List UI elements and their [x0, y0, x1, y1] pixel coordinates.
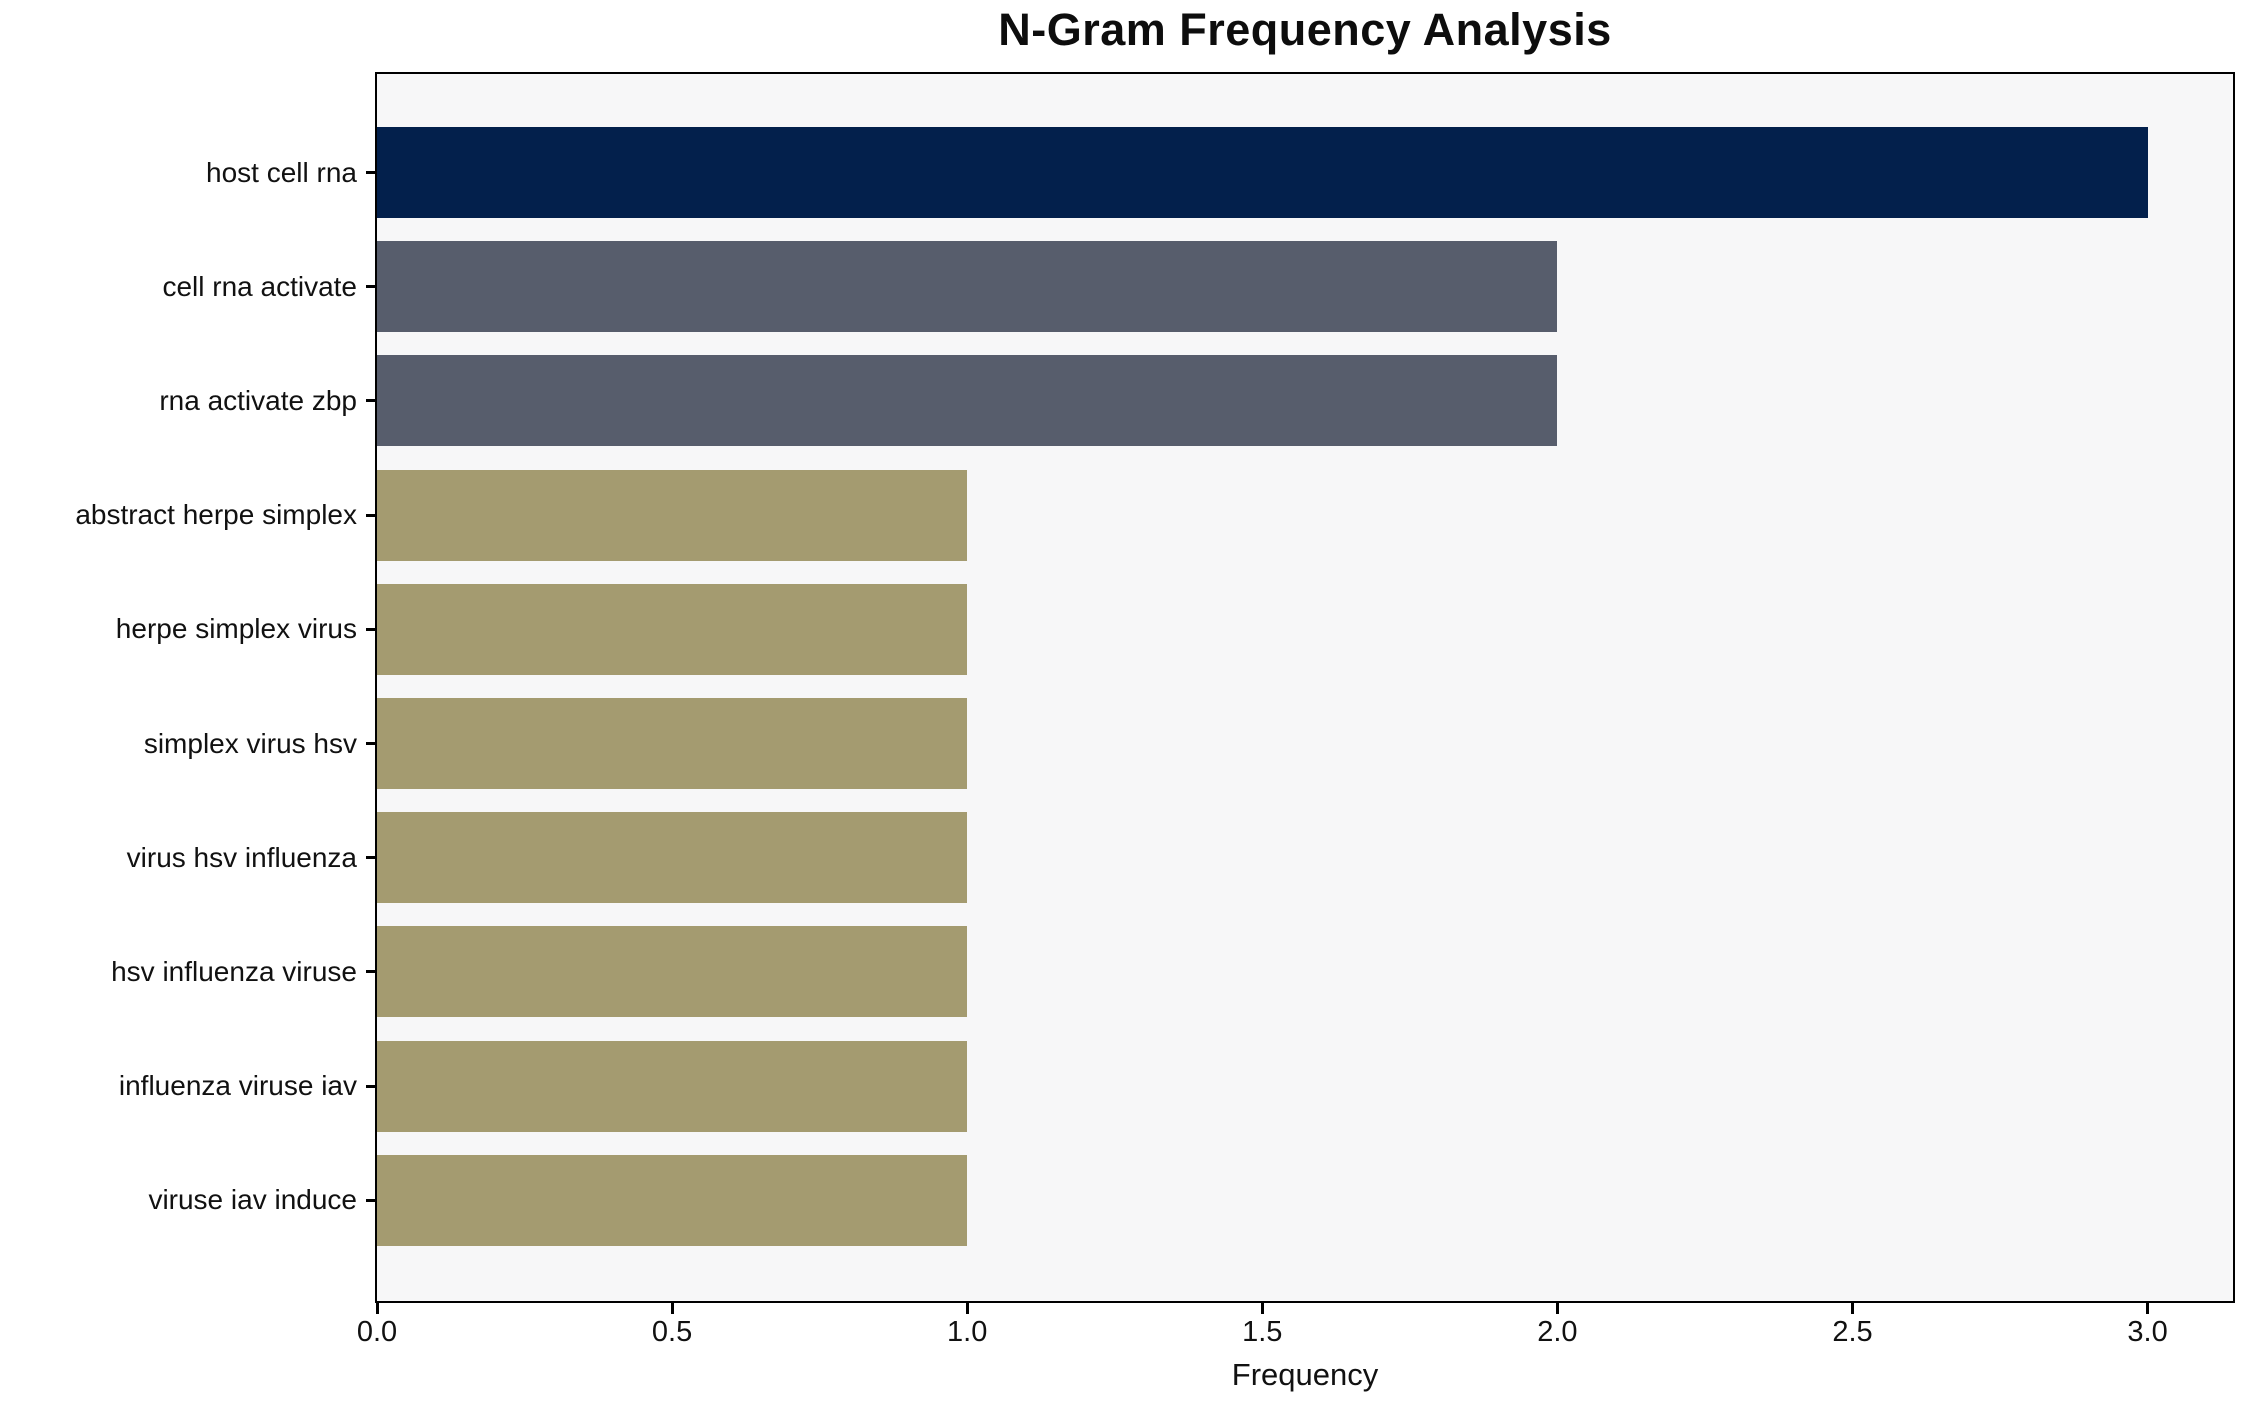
x-tick-mark — [1850, 1303, 1854, 1314]
x-tick-label: 1.0 — [947, 1316, 988, 1348]
x-tick-label: 2.0 — [1537, 1316, 1578, 1348]
y-tick-label: herpe simplex virus — [115, 613, 357, 645]
y-tick-mark — [366, 856, 375, 860]
y-tick-mark — [366, 285, 375, 289]
x-tick-label: 3.0 — [2127, 1316, 2168, 1348]
bar — [377, 698, 968, 789]
y-tick-label: rna activate zbp — [159, 384, 357, 416]
chart-title: N-Gram Frequency Analysis — [998, 4, 1612, 55]
y-tick-mark — [366, 171, 375, 174]
y-tick-label: hsv influenza viruse — [111, 955, 357, 987]
y-tick-label: abstract herpe simplex — [75, 499, 357, 531]
bar — [377, 1154, 968, 1246]
bar — [377, 355, 1558, 447]
plot-area — [375, 72, 2235, 1303]
x-tick-label: 1.5 — [1242, 1316, 1283, 1348]
bar — [377, 812, 968, 904]
x-tick-mark — [1260, 1303, 1264, 1314]
x-tick-mark — [375, 1303, 379, 1314]
y-tick-mark — [366, 627, 375, 631]
bar — [377, 583, 968, 675]
x-axis-label: Frequency — [1231, 1357, 1379, 1392]
x-tick-mark — [670, 1303, 674, 1314]
y-tick-label: cell rna activate — [162, 270, 357, 302]
bar — [377, 241, 1558, 333]
bar — [377, 127, 2148, 218]
bar — [377, 469, 968, 561]
x-tick-label: 0.5 — [651, 1316, 693, 1348]
x-tick-label: 0.0 — [356, 1316, 398, 1348]
y-tick-mark — [366, 1198, 375, 1202]
y-tick-label: virus hsv influenza — [126, 841, 357, 873]
x-tick-label: 2.5 — [1832, 1316, 1873, 1348]
y-tick-mark — [366, 399, 375, 403]
y-tick-mark — [366, 970, 375, 974]
y-tick-label: influenza viruse iav — [118, 1070, 357, 1102]
x-tick-mark — [965, 1303, 969, 1314]
y-tick-label: viruse iav induce — [148, 1184, 357, 1216]
y-tick-mark — [366, 513, 375, 517]
x-tick-mark — [1555, 1303, 1559, 1314]
y-tick-mark — [366, 742, 375, 745]
bar — [377, 1040, 968, 1132]
y-tick-mark — [366, 1084, 375, 1088]
y-tick-label: host cell rna — [206, 156, 357, 188]
bar — [377, 926, 968, 1018]
x-tick-mark — [2146, 1303, 2150, 1314]
y-tick-label: simplex virus hsv — [143, 727, 357, 759]
